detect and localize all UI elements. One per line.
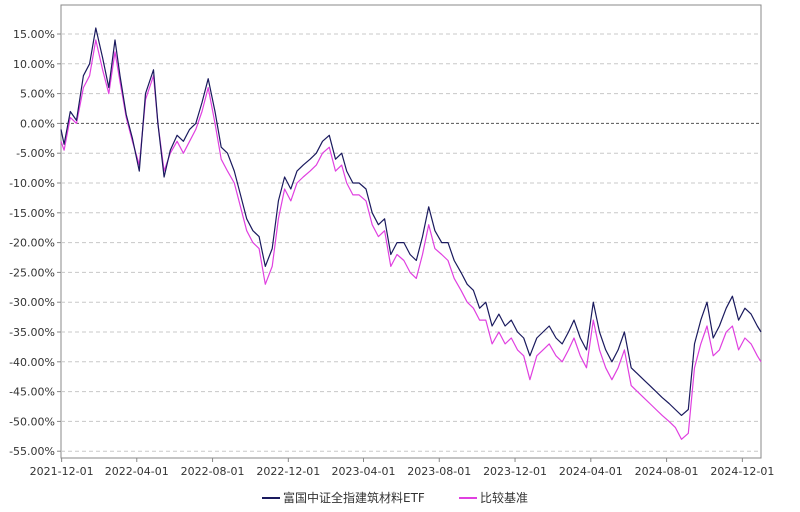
- x-tick-label: 2024-04-01: [559, 465, 623, 478]
- x-tick-label: 2024-12-01: [710, 465, 774, 478]
- y-tick-label: -5.00%: [16, 147, 55, 160]
- y-tick-label: -20.00%: [9, 237, 55, 250]
- y-tick-label: 15.00%: [13, 28, 55, 41]
- legend: 富国中证全指建筑材料ETF 比较基准: [262, 490, 528, 505]
- x-axis-ticks: 2021-12-01 2022-04-01 2022-08-01 2022-12-01…: [30, 458, 774, 478]
- x-tick-label: 2023-12-01: [483, 465, 547, 478]
- y-tick-label: -35.00%: [9, 326, 55, 339]
- series-line-0: [60, 27, 762, 416]
- series-line-1: [60, 39, 762, 440]
- plot-area: [60, 4, 762, 459]
- y-tick-label: -30.00%: [9, 296, 55, 309]
- x-tick-label: 2022-12-01: [256, 465, 320, 478]
- y-tick-label: 5.00%: [20, 88, 55, 101]
- x-tick-label: 2022-04-01: [105, 465, 169, 478]
- y-tick-label: -15.00%: [9, 207, 55, 220]
- y-tick-label: -55.00%: [9, 445, 55, 458]
- y-tick-label: -50.00%: [9, 415, 55, 428]
- y-tick-label: -40.00%: [9, 356, 55, 369]
- y-axis-ticks: 15.00% 10.00% 5.00% 0.00% -5.00% -10.00% -15.0…: [9, 28, 61, 458]
- x-tick-label: 2022-08-01: [181, 465, 245, 478]
- y-tick-label: 10.00%: [13, 58, 55, 71]
- x-tick-label: 2023-08-01: [407, 465, 471, 478]
- y-tick-label: -10.00%: [9, 177, 55, 190]
- y-tick-label: -25.00%: [9, 266, 55, 279]
- legend-label-series-1: 比较基准: [480, 490, 528, 505]
- legend-label-series-0: 富国中证全指建筑材料ETF: [283, 490, 425, 505]
- series-lines: [60, 27, 762, 440]
- gridlines: [61, 33, 761, 452]
- y-tick-label: 0.00%: [20, 117, 55, 130]
- x-tick-label: 2021-12-01: [30, 465, 94, 478]
- x-tick-label: 2024-08-01: [635, 465, 699, 478]
- x-tick-label: 2023-04-01: [332, 465, 396, 478]
- y-tick-label: -45.00%: [9, 386, 55, 399]
